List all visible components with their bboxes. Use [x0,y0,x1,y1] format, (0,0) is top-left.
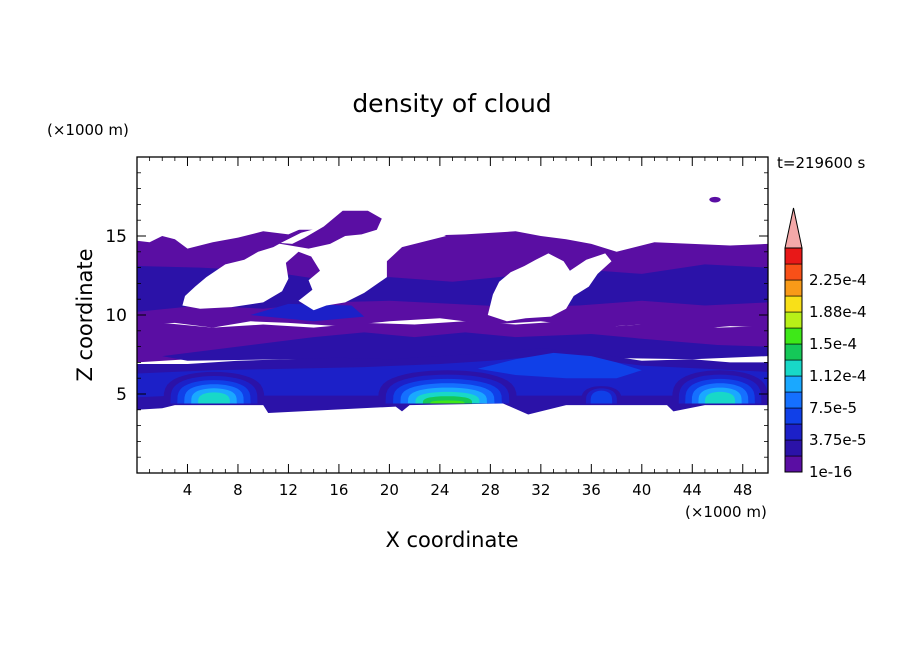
x-unit-label: (×1000 m) [685,503,767,521]
x-tick-label: 4 [183,481,193,499]
x-tick-label: 32 [531,481,550,499]
colorbar-label: 1.88e-4 [809,303,867,321]
cloud-mid-band [162,332,768,361]
colorbar-swatch [784,407,803,425]
x-tick-label: 40 [632,481,651,499]
y-unit-label: (×1000 m) [47,121,129,139]
x-tick-label: 24 [430,481,449,499]
colorbar-swatch [784,279,803,297]
y-axis-ticks: 5 10 15 [105,172,768,458]
colorbar-label: 2.25e-4 [809,271,867,289]
colorbar-extend-arrow [784,207,803,249]
x-axis-label: X coordinate [385,528,518,552]
x-tick-label: 16 [329,481,348,499]
convective-core [198,392,230,404]
clear-air-hole [182,204,447,311]
convective-core-small [590,390,613,404]
time-label: t=219600 s [777,154,865,172]
colorbar-swatch [784,311,803,329]
colorbar-label: 1e-16 [809,463,852,481]
cloud-upper-patch [250,303,365,322]
y-tick-label: 10 [105,306,127,326]
x-tick-label: 48 [733,481,752,499]
colorbar-swatch [784,439,803,457]
density-field [137,157,768,415]
colorbar-swatch [784,423,803,441]
colorbar-swatch [784,455,803,473]
colorbar-swatch [784,295,803,313]
colorbar-swatch [784,343,803,361]
colorbar-swatch [784,375,803,393]
clear-sky [137,157,768,230]
y-tick-label: 15 [105,227,127,247]
cloud-upper-band [137,264,768,312]
colorbar-swatch [784,391,803,409]
cloud-isolated-element [709,196,721,203]
x-tick-label: 44 [683,481,702,499]
colorbar-swatch [784,327,803,345]
colorbar-swatch [784,359,803,377]
colorbar-label: 3.75e-5 [809,431,867,449]
colorbar-label: 7.5e-5 [809,399,857,417]
convective-core [430,400,465,404]
y-tick-label: 5 [116,385,127,405]
y-axis-label: Z coordinate [73,248,97,381]
x-axis-ticks: 4 8 12 16 20 24 28 32 36 40 44 48 [149,157,756,499]
clear-air-hole [487,253,612,322]
colorbar-swatch [784,247,803,265]
x-tick-label: 12 [279,481,298,499]
x-tick-label: 28 [481,481,500,499]
x-tick-label: 36 [582,481,601,499]
cloud-upper-deck-top [270,210,382,249]
colorbar: 1e-16 3.75e-5 7.5e-5 1.12e-4 1.5e-4 1.88e-4 2.… [784,207,867,481]
colorbar-frame [784,247,803,473]
convective-core [704,391,736,404]
cloud-mid-patch [477,352,642,379]
colorbar-swatch [784,263,803,281]
colorbar-label: 1.12e-4 [809,367,867,385]
chart-title: density of cloud [352,89,551,118]
colorbar-label: 1.5e-4 [809,335,857,353]
x-tick-label: 20 [380,481,399,499]
x-tick-label: 8 [233,481,243,499]
